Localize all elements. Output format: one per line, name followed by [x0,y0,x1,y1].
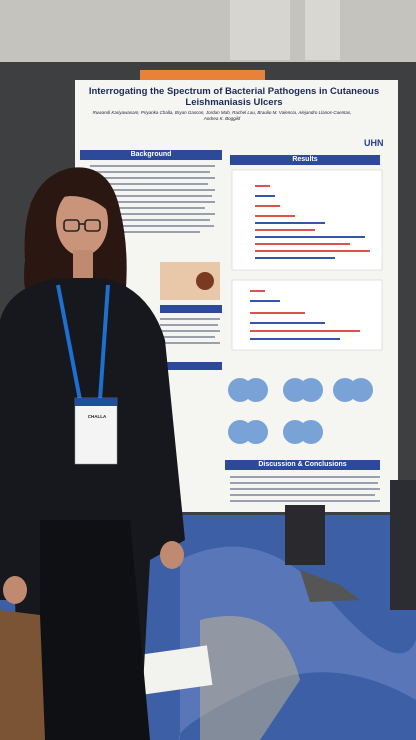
face [56,188,108,256]
wall [0,0,416,70]
glasses [63,219,101,232]
hair-top [30,178,112,215]
bystander-legs [285,505,325,565]
section-header [225,460,380,470]
wall-panel [305,0,340,60]
hand [3,576,27,604]
wall-panel [230,0,290,60]
pants [40,520,150,740]
shoe [300,570,360,602]
lesion [196,272,214,290]
venn-diagrams [228,378,373,444]
badge [74,397,118,465]
body-text [90,165,380,502]
bystander [390,480,416,610]
section-header [230,155,380,165]
section-header [160,305,222,313]
neck [73,250,93,280]
badge-header [75,398,117,406]
section-header [80,150,222,160]
board-tag [140,70,265,82]
poster-title: Interrogating the Spectrum of Bacterial … [88,86,380,108]
badge-name: CHALLA [87,414,107,419]
section-header [160,362,222,370]
carpet-pattern [200,616,300,740]
poster-authors: Ruwandi Kariyawasam, Priyanka Challa, Br… [92,110,352,121]
results-chart [231,169,383,351]
section-title: Discussion & Conclusions [258,461,347,468]
section-title: Background [130,151,172,158]
section-title: Results [292,156,318,163]
hand [160,541,184,569]
paper-on-floor [137,645,213,695]
lanyard [56,284,110,401]
handbag [0,610,45,740]
poster-logo: UHN [364,138,384,148]
